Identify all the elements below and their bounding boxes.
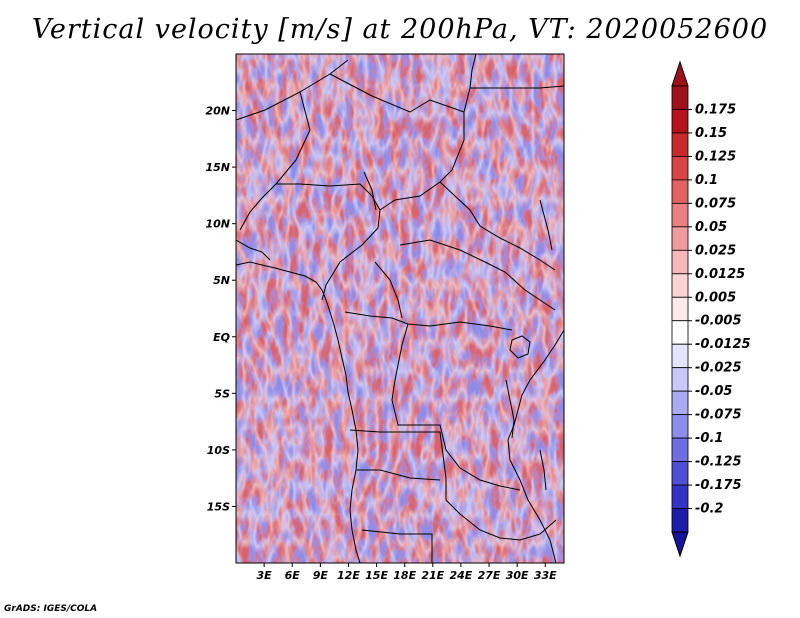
coastline-east-africa: [507, 329, 564, 563]
colorbar-label: -0.125: [695, 455, 742, 470]
border-17: [539, 199, 553, 251]
colorbar-swatch: [671, 390, 689, 416]
grads-credit: GrADS: IGES/COLA: [4, 604, 98, 614]
colorbar-label: -0.025: [695, 361, 742, 376]
border-2: [329, 73, 465, 183]
colorbar-label: 0.125: [695, 149, 736, 164]
colorbar-swatch: [671, 320, 689, 345]
colorbar-label: 0.025: [695, 243, 736, 258]
border-9: [344, 311, 513, 331]
lon-tick-label: 9E: [313, 569, 329, 582]
colorbar-swatch: [671, 437, 689, 462]
lat-tick-label: 5N: [213, 274, 230, 287]
colorbar-swatch: [671, 508, 689, 533]
lat-tick-label: 15S: [207, 500, 230, 513]
colorbar-top-arrow: [671, 60, 689, 87]
colorbar-label: -0.2: [695, 502, 723, 517]
lon-tick-label: 15E: [365, 569, 388, 582]
lake-tanganyika: [505, 379, 515, 439]
lon-tick-label: 3E: [257, 569, 273, 582]
latitude-axis: 20N 15N 10N 5N EQ 5S 10S 15S: [205, 105, 236, 513]
border-6: [321, 227, 379, 301]
border-18: [236, 239, 271, 261]
colorbar-swatch: [671, 226, 689, 251]
lon-tick-label: 27E: [478, 569, 501, 582]
colorbar-swatch: [671, 132, 689, 157]
lon-tick-label: 12E: [337, 569, 360, 582]
colorbar-swatch: [671, 156, 689, 181]
colorbar-label: 0.15: [695, 126, 727, 141]
lon-tick-label: 6E: [285, 569, 301, 582]
border-12: [356, 469, 441, 481]
colorbar: 0.175 0.15 0.125 0.1 0.075 0.05 0.025 0.0125 0.0…: [671, 60, 751, 558]
colorbar-swatch: [671, 296, 689, 322]
colorbar-label: -0.1: [695, 431, 723, 446]
border-14: [463, 85, 564, 113]
map-title: Vertical velocity [m/s] at 200hPa, VT: 2…: [31, 14, 769, 45]
border-16: [363, 171, 377, 211]
map-frame: [235, 53, 565, 564]
lake-malawi: [539, 449, 547, 491]
lon-tick-label: 21E: [421, 569, 444, 582]
colorbar-swatch: [671, 249, 689, 275]
colorbar-swatch: [671, 343, 689, 369]
colorbar-swatch: [671, 484, 689, 509]
country-borders: [236, 54, 564, 563]
colorbar-label: -0.175: [695, 478, 742, 493]
border-7: [399, 239, 556, 311]
colorbar-label: -0.05: [695, 384, 732, 399]
lon-tick-label: 30E: [506, 569, 529, 582]
colorbar-label: -0.075: [695, 408, 742, 423]
longitude-axis: 3E 6E 9E 12E 15E 18E 21E 24E 27E 30E 33E: [257, 563, 557, 582]
colorbar-swatch: [671, 109, 689, 134]
colorbar-swatch: [671, 367, 689, 392]
border-8: [374, 261, 403, 319]
border-13: [361, 529, 433, 563]
colorbar-swatch: [671, 202, 689, 228]
lat-tick-label: 10S: [207, 444, 230, 457]
lat-tick-label: 20N: [205, 105, 230, 118]
colorbar-label: 0.05: [695, 220, 727, 235]
colorbar-swatch: [671, 179, 689, 204]
colorbar-label: -0.0125: [695, 337, 751, 352]
colorbar-swatch: [671, 414, 689, 439]
lon-tick-label: 18E: [393, 569, 416, 582]
colorbar-label: -0.005: [695, 314, 742, 329]
lon-tick-label: 24E: [450, 569, 473, 582]
coastline-west-africa: [236, 261, 361, 563]
lake-victoria: [509, 335, 531, 359]
colorbar-label: 0.1: [695, 173, 718, 188]
colorbar-label: 0.005: [695, 290, 736, 305]
colorbar-label: 0.075: [695, 196, 736, 211]
lat-tick-label: 5S: [214, 387, 230, 400]
lon-tick-label: 33E: [534, 569, 557, 582]
colorbar-swatch: [671, 85, 689, 110]
lat-tick-label: 15N: [205, 161, 230, 174]
colorbar-swatch: [671, 273, 689, 298]
lat-tick-label: EQ: [213, 331, 230, 344]
lat-tick-label: 10N: [205, 218, 230, 231]
border-11: [349, 429, 557, 541]
colorbar-bottom-arrow: [671, 531, 689, 558]
border-15: [469, 54, 477, 89]
border-10: [391, 323, 521, 491]
border-5: [379, 181, 556, 271]
colorbar-swatch: [671, 461, 689, 486]
colorbar-label: 0.175: [695, 102, 736, 117]
colorbar-label: 0.0125: [695, 267, 745, 282]
